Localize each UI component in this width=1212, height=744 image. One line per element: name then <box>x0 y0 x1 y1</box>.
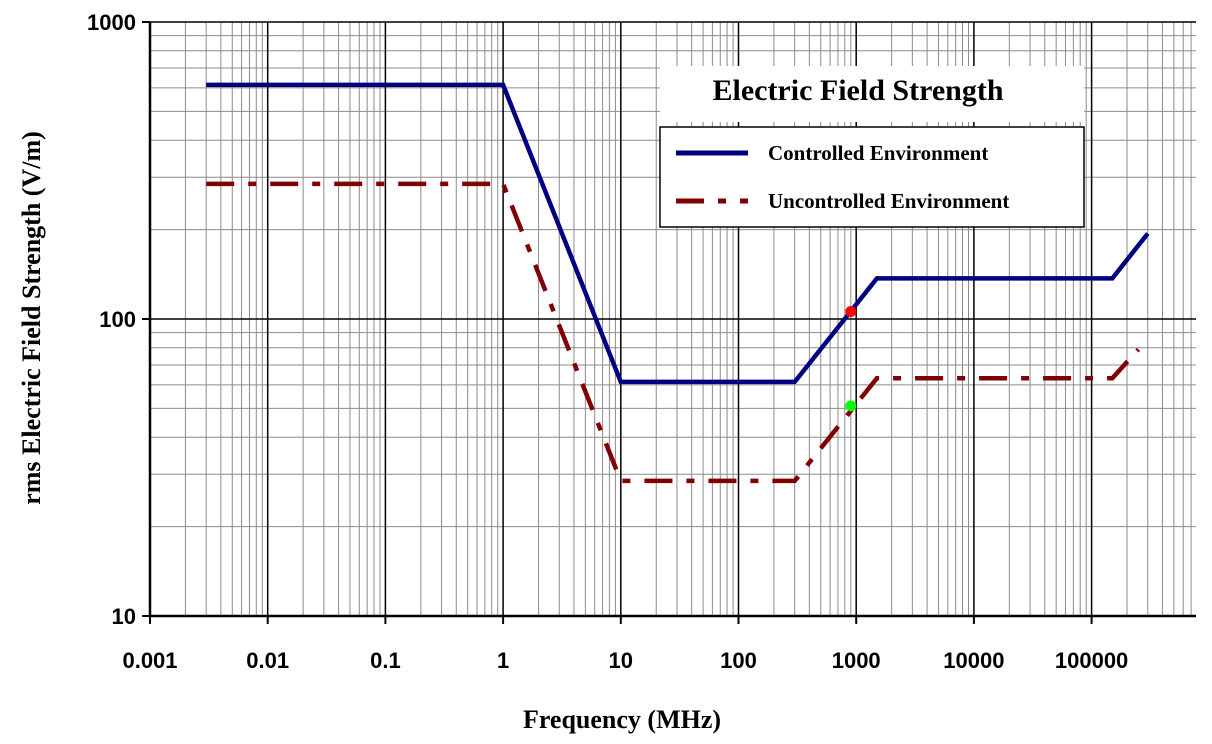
chart-ticks: 0.001 0.01 0.1 1 10 100 1000 10000 100000 10 100 10… <box>87 10 1128 673</box>
legend-title: Electric Field Strength <box>712 74 1003 107</box>
legend-title-box <box>660 66 1084 122</box>
x-tick-label: 10 <box>609 648 633 673</box>
legend-box <box>659 126 1085 228</box>
x-axis-title: Frequency (MHz) <box>523 705 721 734</box>
data-point-marker <box>845 305 857 317</box>
x-tick-label: 0.1 <box>370 648 401 673</box>
legend-label-controlled: Controlled Environment <box>768 141 988 165</box>
x-tick-label: 100 <box>720 648 757 673</box>
x-tick-label: 1000 <box>832 648 881 673</box>
y-axis-title: rms Electric Field Strength (V/m) <box>17 131 46 505</box>
x-tick-label: 100000 <box>1055 648 1128 673</box>
chart-markers <box>845 305 857 412</box>
x-tick-label: 1 <box>497 648 509 673</box>
legend: Electric Field Strength Controlled Envir… <box>659 66 1085 228</box>
x-tick-label: 0.001 <box>122 648 177 673</box>
x-tick-label: 10000 <box>943 648 1004 673</box>
y-tick-label: 10 <box>112 604 136 629</box>
legend-label-uncontrolled: Uncontrolled Environment <box>768 189 1009 213</box>
series-line-uncontrolled <box>206 181 1141 484</box>
data-point-marker <box>845 400 857 412</box>
y-tick-label: 1000 <box>87 10 136 35</box>
y-tick-label: 100 <box>99 307 136 332</box>
series-line-controlled <box>206 82 1150 385</box>
chart-series <box>206 82 1150 484</box>
x-tick-label: 0.01 <box>246 648 289 673</box>
